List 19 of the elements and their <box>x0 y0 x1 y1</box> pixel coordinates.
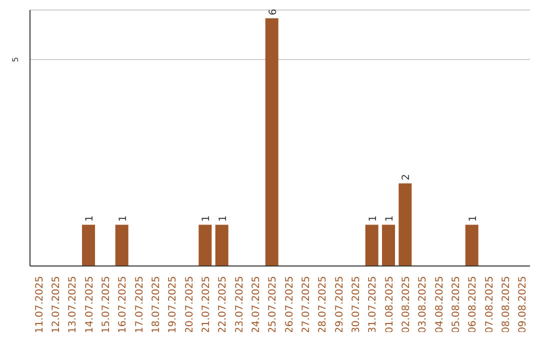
x-tick-label: 12.07.2025 <box>51 276 62 334</box>
data-label: 1 <box>218 215 229 222</box>
data-label: 6 <box>268 8 279 16</box>
data-label: 1 <box>118 215 129 222</box>
y-tick-label: 5 <box>11 57 20 62</box>
data-label: 1 <box>468 215 479 222</box>
x-tick-label: 17.07.2025 <box>134 276 146 334</box>
x-tick-label: 18.07.2025 <box>151 276 162 334</box>
x-tick-label: 14.07.2025 <box>84 276 96 334</box>
x-tick-label: 16.07.2025 <box>118 276 129 334</box>
data-label: 1 <box>84 215 96 222</box>
x-tick-label: 19.07.2025 <box>168 276 179 334</box>
data-label: 1 <box>384 215 396 222</box>
data-label: 2 <box>401 174 412 180</box>
x-tick-label: 13.07.2025 <box>68 276 79 334</box>
data-label: 1 <box>201 215 212 222</box>
data-label: 1 <box>368 215 379 222</box>
x-tick-label: 15.07.2025 <box>101 276 112 334</box>
x-tick-label: 11.07.2025 <box>34 276 46 334</box>
